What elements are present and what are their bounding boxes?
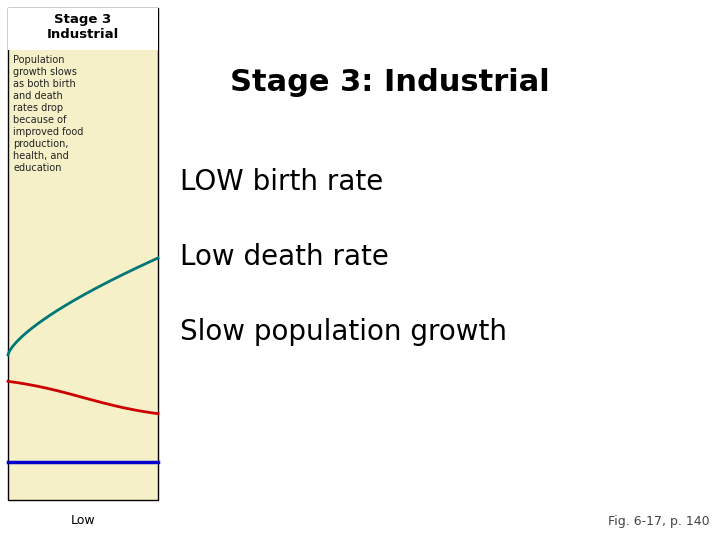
- Text: Industrial: Industrial: [47, 28, 119, 41]
- Text: LOW birth rate: LOW birth rate: [180, 168, 383, 196]
- Text: Stage 3: Stage 3: [55, 13, 112, 26]
- Text: Stage 3: Industrial: Stage 3: Industrial: [230, 68, 550, 97]
- Text: Fig. 6-17, p. 140: Fig. 6-17, p. 140: [608, 515, 710, 528]
- Text: Population
growth slows
as both birth
and death
rates drop
because of
improved f: Population growth slows as both birth an…: [13, 55, 84, 173]
- Text: Slow population growth: Slow population growth: [180, 318, 507, 346]
- Text: Low: Low: [71, 514, 95, 527]
- Text: Low death rate: Low death rate: [180, 243, 389, 271]
- Bar: [8, 8, 158, 50]
- Bar: [8, 8, 158, 500]
